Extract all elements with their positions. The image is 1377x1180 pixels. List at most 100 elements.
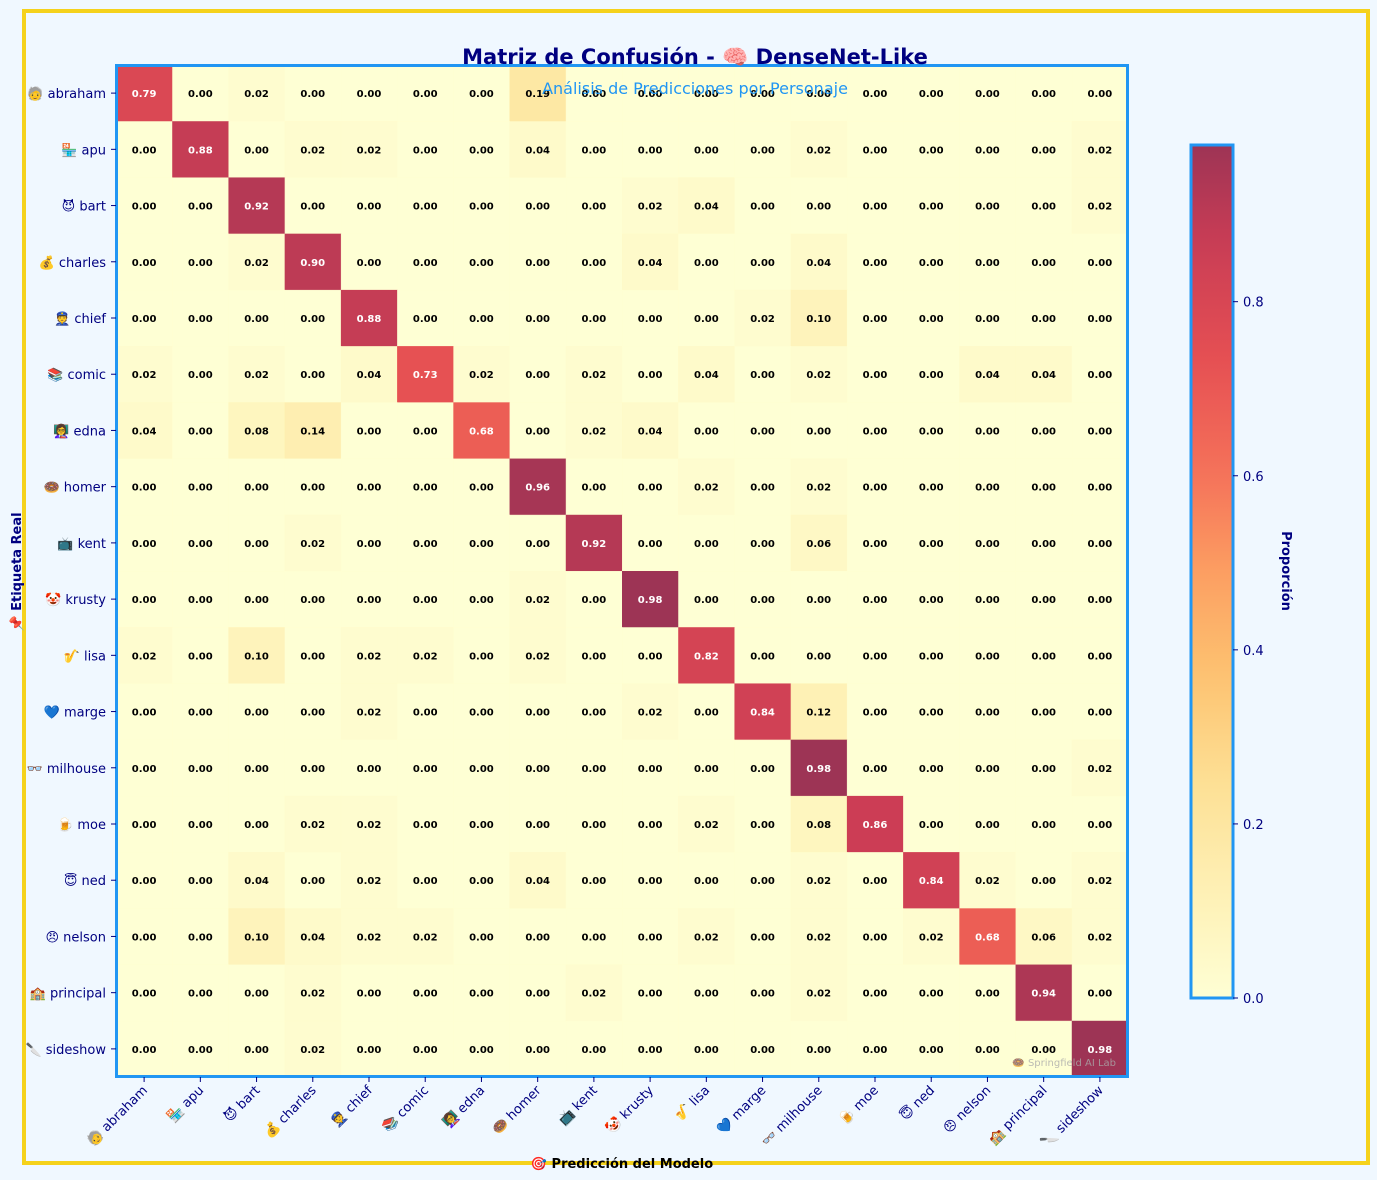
cell-value-label: 0.00 — [525, 932, 550, 943]
cell-value-label: 0.00 — [638, 483, 663, 494]
cell-value-label: 0.00 — [1031, 483, 1056, 494]
heatmap-cell — [340, 346, 398, 403]
cell-value-label: 0.73 — [413, 370, 438, 381]
cell-value-label: 0.79 — [132, 89, 157, 100]
cell-value-label: 0.00 — [132, 258, 157, 269]
cell-value-label: 0.00 — [132, 145, 157, 156]
x-axis-label: 🎯 Predicción del Modelo — [531, 1156, 713, 1172]
heatmap-cell — [622, 514, 679, 572]
cell-value-label: 0.00 — [188, 426, 213, 437]
heatmap-cell — [1071, 852, 1129, 909]
cell-value-label: 0.02 — [244, 370, 269, 381]
cell-value-label: 0.68 — [469, 426, 494, 437]
cell-value-label: 0.00 — [1088, 89, 1113, 100]
heatmap-cell — [903, 233, 960, 291]
cell-value-label: 0.00 — [300, 708, 325, 719]
heatmap-cell — [228, 627, 286, 684]
cell-value-label: 0.02 — [132, 370, 157, 381]
cell-value-label: 0.88 — [188, 145, 213, 156]
cell-value-label: 0.00 — [300, 764, 325, 775]
cell-value-label: 0.00 — [132, 483, 157, 494]
heatmap-cell — [340, 908, 398, 966]
heatmap-cell — [116, 795, 173, 853]
cell-value-label: 0.00 — [244, 989, 269, 1000]
cell-value-label: 0.00 — [863, 145, 888, 156]
heatmap-cell — [228, 964, 286, 1022]
heatmap-cell — [734, 683, 792, 741]
heatmap-cell — [790, 852, 848, 909]
heatmap-cell — [284, 177, 342, 235]
colorbar — [1191, 145, 1233, 998]
heatmap-cell — [565, 964, 623, 1022]
heatmap-cell — [172, 289, 229, 347]
cell-value-label: 0.00 — [357, 989, 382, 1000]
cell-value-label: 0.00 — [357, 426, 382, 437]
cell-value-label: 0.02 — [357, 820, 382, 831]
heatmap-cell — [397, 177, 454, 235]
heatmap-cell — [846, 683, 904, 741]
cell-value-label: 0.00 — [1031, 1045, 1056, 1056]
heatmap-cell — [284, 739, 342, 797]
cell-value-label: 0.04 — [694, 370, 719, 381]
heatmap-cell — [453, 289, 511, 347]
heatmap-cell — [622, 908, 679, 966]
cell-value-label: 0.00 — [469, 483, 494, 494]
cell-value-label: 0.02 — [357, 145, 382, 156]
cell-value-label: 0.02 — [1088, 932, 1113, 943]
colorbar-tick-label: 0.4 — [1243, 644, 1264, 659]
heatmap-cell — [397, 289, 454, 347]
heatmap-cell — [228, 177, 286, 235]
cell-value-label: 0.00 — [582, 764, 607, 775]
heatmap-cell — [734, 852, 792, 909]
y-tick-label: 👩‍🏫 edna — [53, 423, 106, 439]
y-tick-label: 🎷 lisa — [64, 648, 106, 664]
x-tick-label: 💙 marge — [714, 1083, 769, 1138]
heatmap-cell — [678, 852, 735, 909]
cell-value-label: 0.00 — [638, 651, 663, 662]
heatmap-cell — [340, 289, 398, 347]
cell-value-label: 0.00 — [413, 595, 438, 606]
cell-value-label: 0.02 — [244, 258, 269, 269]
cell-value-label: 0.02 — [1088, 202, 1113, 213]
heatmap-cell — [509, 346, 567, 403]
heatmap-cell — [116, 402, 173, 460]
heatmap-cell — [228, 795, 286, 853]
heatmap-cell — [959, 289, 1017, 347]
heatmap-cell — [903, 795, 960, 853]
heatmap-cell — [453, 177, 511, 235]
heatmap-cell — [228, 1020, 286, 1078]
heatmap-cell — [622, 739, 679, 797]
cell-value-label: 0.00 — [975, 258, 1000, 269]
heatmap-cell — [228, 571, 286, 628]
heatmap-cell — [734, 795, 792, 853]
heatmap-cell — [678, 458, 735, 516]
heatmap-cell — [790, 908, 848, 966]
heatmap-cell — [1071, 458, 1129, 516]
cell-value-label: 0.00 — [525, 539, 550, 550]
cell-value-label: 0.00 — [638, 89, 663, 100]
cell-value-label: 0.00 — [919, 370, 944, 381]
heatmap-cell — [678, 1020, 735, 1078]
cell-value-label: 0.00 — [806, 426, 831, 437]
heatmap-cell — [284, 289, 342, 347]
heatmap-cell — [453, 402, 511, 460]
heatmap-cell — [959, 852, 1017, 909]
cell-value-label: 0.00 — [863, 651, 888, 662]
heatmap-cell — [565, 683, 623, 741]
heatmap-cell — [678, 571, 735, 628]
cell-value-label: 0.00 — [694, 426, 719, 437]
cell-value-label: 0.84 — [750, 708, 775, 719]
heatmap-cell — [284, 402, 342, 460]
heatmap-cell — [509, 1020, 567, 1078]
heatmap-cell — [565, 121, 623, 178]
cell-value-label: 0.00 — [975, 989, 1000, 1000]
heatmap-cell — [340, 627, 398, 684]
cell-value-label: 0.00 — [469, 1045, 494, 1056]
heatmap-cell — [959, 908, 1017, 966]
cell-value-label: 0.00 — [244, 483, 269, 494]
heatmap-cell — [678, 964, 735, 1022]
watermark: 🍩 Springfield AI Lab — [1012, 1057, 1116, 1069]
cell-value-label: 0.00 — [1088, 820, 1113, 831]
heatmap-cell — [790, 571, 848, 628]
heatmap-cell — [453, 908, 511, 966]
